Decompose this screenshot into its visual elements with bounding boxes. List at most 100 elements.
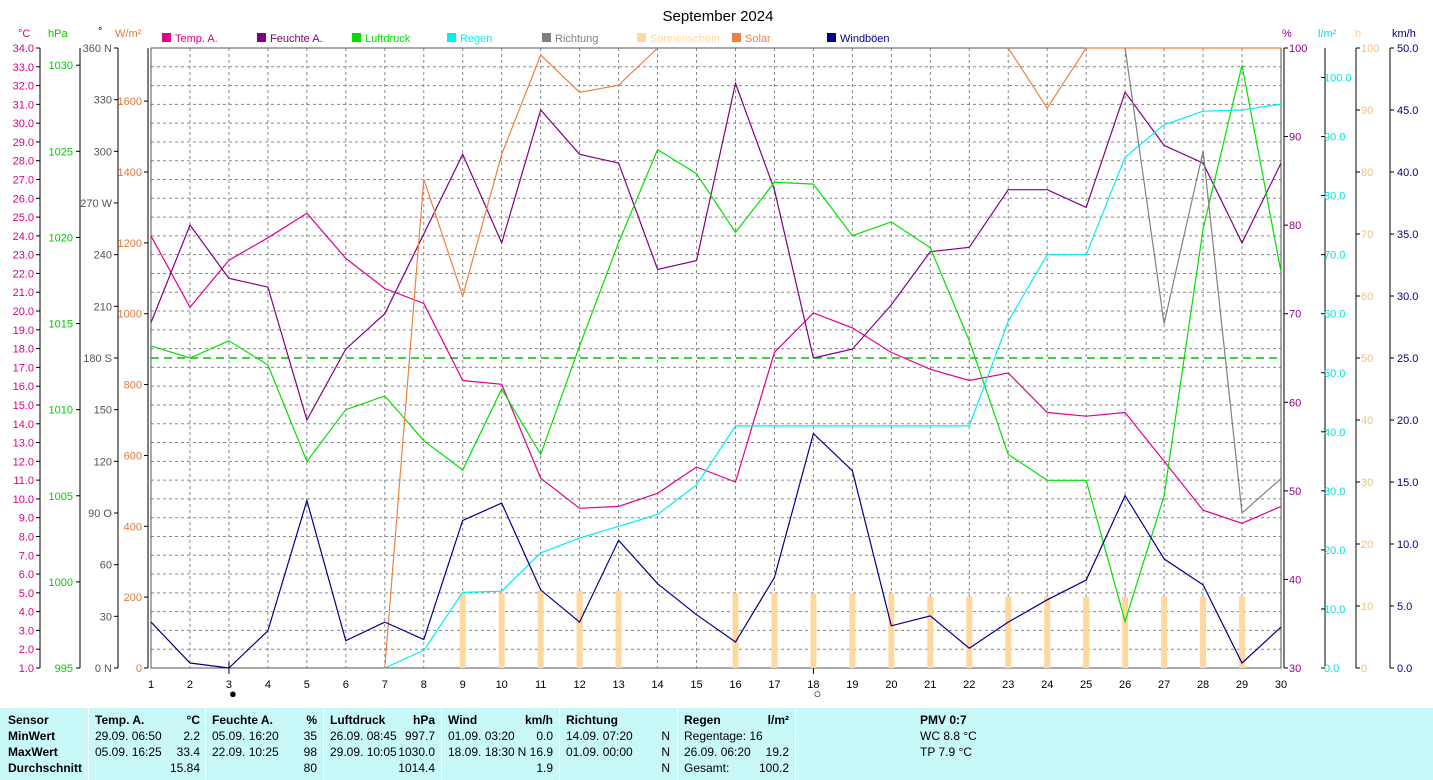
- direction-tick-label: 300: [94, 146, 112, 158]
- legend-swatch: [447, 33, 456, 42]
- stats-humidity-avg: 80: [303, 761, 317, 775]
- sunshine-bar: [1161, 596, 1168, 668]
- stats-pressure-max-time: 29.09. 10:05: [330, 745, 397, 759]
- temp-tick-label: 10.0: [13, 494, 34, 506]
- x-tick-label: 18: [807, 679, 819, 691]
- stats-temp-unit: °C: [186, 713, 200, 727]
- rain-tick-label: 0.0: [1324, 663, 1339, 675]
- gust-tick-label: 30.0: [1397, 291, 1418, 303]
- x-tick-label: 4: [265, 679, 271, 691]
- sunshine-bar: [1005, 596, 1012, 668]
- direction-tick-label: 330: [94, 95, 112, 107]
- pressure-tick-label: 1015: [49, 319, 73, 331]
- sunshine-bar: [966, 596, 973, 668]
- rain-tick-label: 80.0: [1324, 191, 1345, 203]
- x-tick-label: 2: [187, 679, 193, 691]
- solar-tick-label: 1000: [118, 309, 142, 321]
- stats-rain-max-time: 26.09. 06:20: [684, 745, 751, 759]
- solar-tick-label: 1600: [118, 96, 142, 108]
- stats-wind-unit: km/h: [524, 713, 553, 727]
- sunshine-bar: [810, 593, 817, 668]
- stats-humidity-min-time: 05.09. 16:20: [212, 729, 279, 743]
- solar-tick-label: 400: [124, 521, 142, 533]
- stats-rain-header: Regen: [684, 713, 721, 727]
- stats-col-temp: Temp. A. °C 29.09. 06:50 2.2 05.09. 16:2…: [95, 708, 200, 780]
- stats-pressure-unit: hPa: [412, 713, 435, 727]
- legend-label: Windböen: [840, 33, 890, 45]
- legend-label: Luftdruck: [365, 33, 411, 45]
- stats-col-wind: Wind km/h 01.09. 03:20 0.0 18.09. 18:30 …: [448, 708, 553, 780]
- humidity-tick-label: 60: [1289, 397, 1301, 409]
- x-tick-label: 11: [535, 679, 546, 691]
- gust-tick-label: 15.0: [1397, 477, 1418, 489]
- x-tick-label: 25: [1080, 679, 1092, 691]
- solar-tick-label: 800: [124, 380, 142, 392]
- temp-tick-label: 34.0: [13, 43, 34, 55]
- stats-pmv-header: PMV 0:7: [920, 713, 967, 727]
- stats-direction-max-value: N: [661, 745, 670, 759]
- stats-humidity-max-time: 22.09. 10:25: [212, 745, 279, 759]
- sunshine-tick-label: 60: [1361, 291, 1373, 303]
- rain-unit-label: l/m²: [1318, 28, 1337, 40]
- pressure-tick-label: 995: [55, 663, 73, 675]
- direction-tick-label: 120: [94, 456, 112, 468]
- rain-tick-label: 60.0: [1324, 309, 1345, 321]
- stats-temp-max-time: 05.09. 16:25: [95, 745, 162, 759]
- solar-tick-label: 1200: [118, 238, 142, 250]
- series-line-regen: [384, 103, 1282, 669]
- temp-tick-label: 9.0: [19, 513, 34, 525]
- stats-col-direction: Richtung 14.09. 07:20 N 01.09. 00:00 N N: [566, 708, 670, 780]
- stats-temp-avg: 15.84: [169, 761, 200, 775]
- legend-swatch: [162, 33, 171, 42]
- stats-pressure-min-time: 26.09. 08:45: [330, 729, 397, 743]
- sunshine-bar: [576, 590, 583, 668]
- x-tick-label: 5: [304, 679, 310, 691]
- temp-tick-label: 15.0: [13, 400, 34, 412]
- x-tick-label: 15: [690, 679, 702, 691]
- sunshine-bar: [732, 593, 739, 668]
- legend-swatch: [542, 33, 551, 42]
- temp-tick-label: 7.0: [19, 550, 34, 562]
- chart-title: September 2024: [663, 8, 774, 25]
- stats-rain-max-value: 19.2: [765, 745, 789, 759]
- x-tick-label: 9: [460, 679, 466, 691]
- stats-row-avg: Durchschnitt: [8, 761, 83, 775]
- series-line-temp-a-: [150, 212, 1282, 524]
- x-tick-label: 30: [1275, 679, 1287, 691]
- x-tick-label: 28: [1197, 679, 1209, 691]
- solar-unit-label: W/m²: [115, 28, 142, 40]
- temp-tick-label: 16.0: [13, 381, 34, 393]
- x-tick-label: 29: [1236, 679, 1248, 691]
- sunshine-bar: [849, 593, 856, 668]
- rain-tick-label: 70.0: [1324, 250, 1345, 262]
- humidity-tick-label: 30: [1289, 663, 1301, 675]
- stats-col-pmv: PMV 0:7 WC 8.8 °C TP 7.9 °C: [920, 708, 1040, 780]
- legend-swatch: [352, 33, 361, 42]
- stats-pmv-tp: TP 7.9 °C: [920, 745, 972, 759]
- temp-tick-label: 31.0: [13, 99, 34, 111]
- gust-tick-label: 20.0: [1397, 415, 1418, 427]
- temp-tick-label: 29.0: [13, 137, 34, 149]
- moon-phase-marker: ●: [229, 686, 237, 701]
- temp-tick-label: 6.0: [19, 569, 34, 581]
- direction-tick-label: 240: [94, 250, 112, 262]
- stats-temp-max-value: 33.4: [176, 745, 200, 759]
- legend-label: Richtung: [555, 33, 598, 45]
- sunshine-bar: [498, 593, 505, 668]
- stats-wind-min-time: 01.09. 03:20: [448, 729, 515, 743]
- stats-wind-avg: 1.9: [536, 761, 553, 775]
- gust-tick-label: 50.0: [1397, 43, 1418, 55]
- temp-tick-label: 25.0: [13, 212, 34, 224]
- temp-tick-label: 20.0: [13, 306, 34, 318]
- statistics-table: Sensor MinWert MaxWert Durchschnitt Temp…: [0, 708, 1433, 780]
- stats-col-rain: Regen l/m² Regentage: 16 26.09. 06:20 19…: [684, 708, 789, 780]
- solar-tick-label: 1400: [118, 167, 142, 179]
- stats-direction-header: Richtung: [566, 713, 618, 727]
- sunshine-bar: [771, 593, 778, 668]
- chart-svg: September 2024 °C hPa ° W/m²% l/m² h km/h 1.0 2.0…: [13, 8, 1419, 701]
- sunshine-bar: [1044, 596, 1051, 668]
- temp-tick-label: 24.0: [13, 231, 34, 243]
- temp-unit-label: °C: [18, 28, 30, 40]
- pressure-tick-label: 1020: [49, 232, 73, 244]
- legend-label: Sonnenschein: [650, 33, 720, 45]
